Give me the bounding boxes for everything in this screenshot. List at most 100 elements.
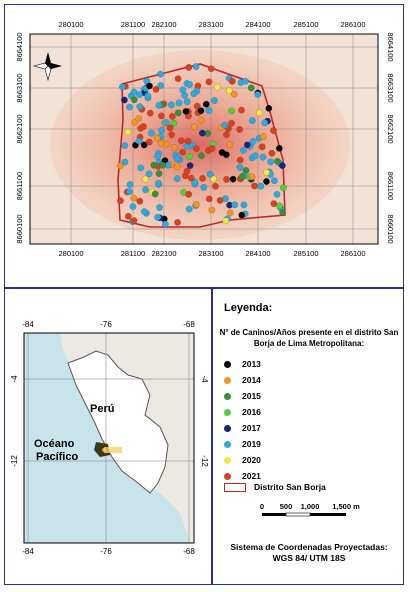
canine-point: [130, 88, 138, 96]
y-tick-label: 8664100: [15, 32, 24, 61]
x-tick-label: 285100: [293, 20, 318, 29]
y-tick-label: 8661100: [15, 172, 24, 201]
canine-point: [154, 213, 162, 221]
canine-point: [146, 82, 153, 90]
canine-point: [258, 143, 266, 151]
canine-point: [121, 158, 129, 166]
legend-year-label: 2017: [242, 423, 261, 433]
canine-point: [191, 123, 198, 131]
y-tick-label: 8661100: [386, 172, 395, 201]
canine-point: [129, 203, 137, 210]
inset-y-tick-label: -4: [200, 375, 209, 383]
map-frame: [4, 4, 404, 585]
canine-point: [151, 190, 159, 198]
inset-grid: [23, 332, 195, 544]
legend-year-label: 2019: [242, 439, 261, 449]
canine-point: [231, 201, 239, 209]
x-tick-label: 282100: [151, 249, 176, 258]
canine-point: [228, 107, 235, 115]
scale-label: 0: [260, 502, 264, 511]
canine-point: [263, 178, 270, 185]
x-tick-label: 286100: [340, 20, 365, 29]
inset-x-tick-label: -76: [100, 547, 112, 556]
canine-point: [175, 99, 183, 107]
label-ocean-line2: Pacífico: [36, 451, 78, 463]
canine-point: [166, 124, 174, 132]
canine-point: [170, 119, 178, 127]
inset-x-ticks-top: -84 -76 -68: [22, 320, 195, 329]
canine-point: [226, 141, 234, 148]
canine-point: [279, 162, 286, 169]
canine-point: [263, 169, 270, 176]
canine-point: [229, 175, 237, 183]
canine-point: [223, 131, 230, 139]
canine-point: [249, 138, 257, 145]
canine-point: [218, 149, 226, 156]
canine-point: [174, 163, 181, 171]
san-borja-map: 280100 281100 282100 283100 284100 285100 2861…: [15, 20, 395, 258]
y-tick-label: 8663100: [15, 73, 24, 102]
legend-boundary-label: Distrito San Borja: [254, 482, 326, 492]
inset-y-tick-label: -12: [10, 455, 19, 467]
canine-point: [268, 149, 276, 157]
legend-year-label: 2016: [242, 407, 261, 417]
canine-point: [155, 170, 163, 177]
canine-point: [226, 209, 234, 217]
canine-point: [140, 123, 147, 130]
canine-point: [223, 176, 230, 183]
canine-point: [135, 115, 143, 122]
canine-point: [210, 175, 217, 183]
canine-point: [130, 217, 138, 224]
canine-point: [257, 182, 265, 190]
canine-point: [156, 204, 163, 211]
canine-point: [254, 91, 262, 98]
legend-year-label: 2014: [242, 375, 261, 385]
canine-point: [173, 155, 181, 163]
canine-point: [279, 209, 286, 216]
inset-x-ticks-bottom: -84 -76 -68: [22, 547, 195, 556]
canine-point: [190, 90, 198, 97]
canine-point: [181, 92, 188, 99]
legend-dot-icon: [224, 472, 231, 480]
canine-point: [242, 78, 249, 85]
canine-point: [265, 105, 273, 112]
canine-point: [197, 117, 205, 124]
legend-item-2016: 2016: [224, 407, 261, 417]
canine-point: [186, 81, 193, 88]
legend-dot-icon: [224, 360, 231, 368]
x-tick-label: 282100: [151, 20, 176, 29]
legend-item-2019: 2019: [224, 439, 261, 449]
canine-point: [157, 70, 164, 78]
canine-point: [211, 97, 218, 104]
canine-point: [148, 129, 155, 137]
canine-point: [222, 217, 230, 225]
canine-point: [185, 64, 193, 71]
canine-point: [142, 186, 149, 194]
map-grid: [29, 33, 379, 245]
canine-point: [126, 188, 133, 196]
canine-point: [147, 109, 154, 117]
canine-point: [267, 158, 275, 166]
canine-point: [144, 92, 152, 100]
canine-point: [238, 106, 245, 114]
canine-point: [162, 119, 170, 126]
x-tick-label: 280100: [58, 249, 83, 258]
canine-point: [162, 220, 169, 228]
label-ocean-line1: Océano: [34, 438, 75, 450]
canine-point: [159, 161, 166, 169]
canine-point: [216, 197, 224, 204]
canine-point: [261, 119, 269, 127]
y-tick-labels-right: 8664100 8663100 8662100 8661100 8660100: [386, 32, 395, 243]
boundary-swatch: [224, 482, 246, 492]
canine-point: [244, 141, 251, 149]
canine-point: [121, 96, 128, 104]
x-tick-label: 285100: [293, 249, 318, 258]
inset-x-tick-label: -68: [183, 320, 195, 329]
legend-year-label: 2013: [242, 359, 261, 369]
legend-item-2020: 2020: [224, 455, 261, 465]
x-tick-label: 280100: [58, 20, 83, 29]
san-borja-callout: [104, 447, 122, 453]
canine-point: [221, 122, 229, 129]
inset-x-tick-label: -68: [183, 547, 195, 556]
canine-point: [125, 213, 132, 220]
